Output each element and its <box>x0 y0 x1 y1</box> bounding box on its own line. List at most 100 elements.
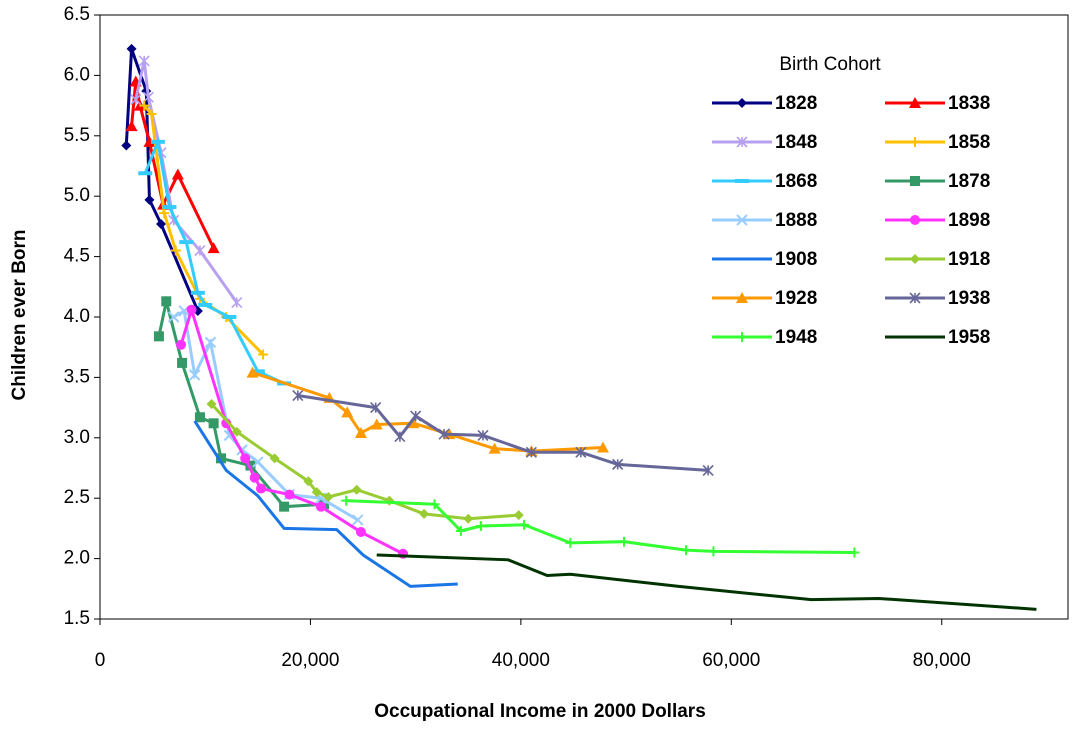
marker <box>161 296 172 307</box>
marker <box>186 304 197 315</box>
marker <box>737 98 747 108</box>
marker <box>139 100 150 111</box>
marker <box>384 495 395 506</box>
marker <box>177 357 188 368</box>
marker <box>126 43 137 54</box>
marker <box>231 426 242 437</box>
marker <box>167 311 180 323</box>
marker <box>240 453 251 464</box>
marker <box>429 499 440 510</box>
marker <box>284 489 295 500</box>
x-tick-label: 60,000 <box>702 650 760 671</box>
marker <box>910 254 920 264</box>
marker <box>475 520 486 531</box>
marker <box>410 410 422 422</box>
marker <box>125 120 138 132</box>
marker <box>246 366 259 378</box>
marker <box>618 536 629 547</box>
y-tick-label: 3.5 <box>64 366 90 387</box>
y-axis-title: Children ever Born <box>9 229 30 400</box>
marker <box>121 140 132 151</box>
marker <box>736 214 748 226</box>
marker <box>910 215 920 225</box>
marker <box>370 402 382 414</box>
marker <box>513 510 524 521</box>
marker <box>231 296 243 309</box>
marker <box>208 418 219 429</box>
legend-label: 1918 <box>948 249 990 270</box>
y-tick-label: 3.0 <box>64 427 90 448</box>
marker <box>575 446 587 458</box>
marker <box>419 508 430 519</box>
y-tick-label: 1.5 <box>64 608 90 629</box>
y-tick-label: 4.5 <box>64 246 90 267</box>
series-line <box>179 304 404 556</box>
marker <box>681 545 692 556</box>
marker <box>488 442 501 454</box>
marker <box>204 336 217 349</box>
legend-label: 1938 <box>948 288 990 309</box>
marker <box>341 495 352 506</box>
marker <box>194 244 206 257</box>
marker <box>370 418 383 430</box>
marker <box>279 501 290 512</box>
marker <box>323 491 334 502</box>
plot-frame <box>99 14 1069 620</box>
marker <box>144 194 155 205</box>
x-tick-label: 40,000 <box>492 650 550 671</box>
marker <box>910 137 920 147</box>
marker <box>143 135 156 147</box>
y-tick-label: 5.0 <box>64 185 90 206</box>
marker <box>351 484 362 495</box>
marker <box>463 513 474 524</box>
legend-label: 1888 <box>775 210 817 231</box>
marker <box>352 514 364 526</box>
x-axis-title: Occupational Income in 2000 Dollars <box>374 701 706 722</box>
marker <box>315 501 326 512</box>
marker <box>138 55 150 67</box>
marker <box>245 460 256 471</box>
marker <box>736 292 748 303</box>
marker <box>156 218 167 229</box>
y-tick-label: 2.0 <box>64 548 90 569</box>
marker <box>146 109 157 120</box>
marker <box>341 406 354 418</box>
marker <box>207 242 220 254</box>
marker <box>394 431 406 443</box>
legend-label: 1908 <box>775 249 817 270</box>
marker <box>525 446 537 458</box>
marker <box>303 476 314 487</box>
marker <box>565 537 576 548</box>
marker <box>909 292 921 304</box>
marker <box>702 464 714 476</box>
series-line <box>376 553 1037 611</box>
marker <box>355 527 366 538</box>
marker <box>292 389 304 402</box>
marker <box>176 339 187 350</box>
y-tick-label: 4.0 <box>64 306 90 327</box>
marker <box>206 398 217 409</box>
legend-label: 1868 <box>775 171 817 192</box>
x-tick-label: 80,000 <box>913 650 971 671</box>
legend-label: 1828 <box>775 93 817 114</box>
marker <box>736 136 748 148</box>
marker <box>252 456 264 468</box>
series-line <box>346 499 855 555</box>
marker <box>194 412 205 423</box>
marker <box>249 472 260 483</box>
y-tick-label: 2.5 <box>64 487 90 508</box>
y-tick-label: 6.0 <box>64 64 90 85</box>
marker <box>438 428 450 440</box>
marker <box>171 168 184 180</box>
marker <box>269 453 280 464</box>
marker <box>519 519 530 530</box>
marker <box>849 547 860 558</box>
x-tick-label: 0 <box>95 650 106 671</box>
marker <box>255 483 266 494</box>
x-tick-label: 20,000 <box>281 650 339 671</box>
marker <box>188 369 201 381</box>
marker <box>142 91 154 103</box>
legend-label: 1848 <box>775 132 817 153</box>
marker <box>153 331 164 342</box>
marker <box>737 332 747 342</box>
